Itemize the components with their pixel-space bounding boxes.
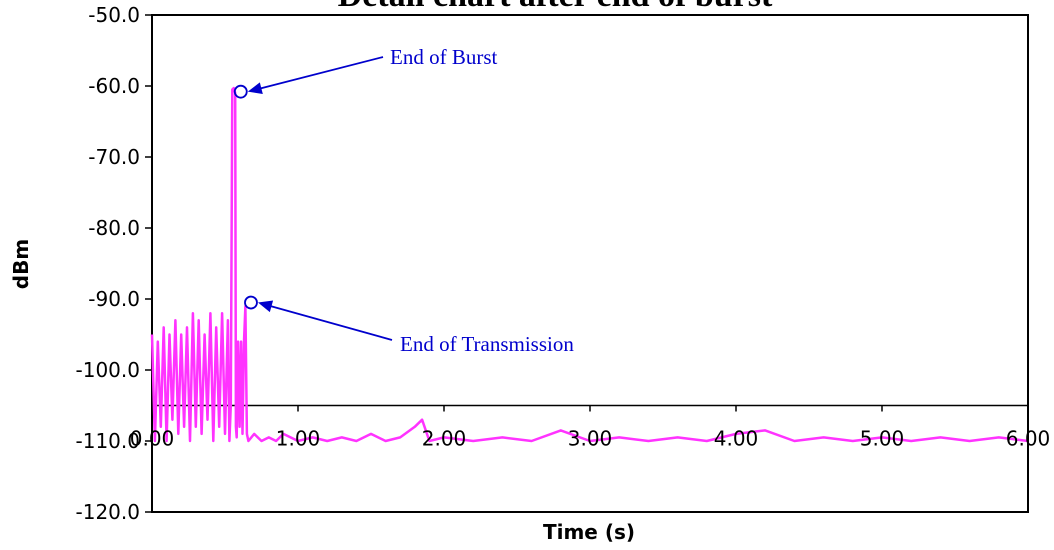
annotation-marker bbox=[244, 295, 258, 310]
x-tick-label: 2.00 bbox=[422, 427, 467, 451]
x-tick-label: 4.00 bbox=[714, 427, 759, 451]
y-axis-ticks: -50.0 -60.0 -70.0 -80.0 -90.0 -100.0 -110.0 -12… bbox=[76, 3, 152, 524]
x-tick-label: 5.00 bbox=[860, 427, 905, 451]
annotation-label: End of Transmission bbox=[400, 332, 574, 356]
annotations: End of Burst End of Transmission bbox=[233, 45, 574, 356]
y-tick-label: -50.0 bbox=[88, 3, 140, 27]
annotation-arrow-line bbox=[267, 304, 393, 341]
y-tick-label: -100.0 bbox=[76, 358, 140, 382]
x-tick-label: 6.00 bbox=[1006, 427, 1051, 451]
x-axis-tick-labels: 0.00 1.00 2.00 3.00 4.00 5.00 6.00 bbox=[130, 427, 1051, 451]
y-tick-label: -90.0 bbox=[88, 287, 140, 311]
y-tick-label: -60.0 bbox=[88, 74, 140, 98]
annotation-marker bbox=[233, 84, 248, 99]
annotation-arrow-line bbox=[257, 56, 384, 90]
x-tick-label: 0.00 bbox=[130, 427, 175, 451]
annotation-label: End of Burst bbox=[390, 45, 497, 69]
annotation-arrowhead bbox=[247, 82, 263, 95]
x-axis bbox=[151, 404, 1029, 412]
y-axis-title: dBm bbox=[9, 239, 33, 289]
y-tick-label: -110.0 bbox=[76, 429, 140, 453]
x-axis-title: Time (s) bbox=[543, 520, 635, 544]
plot-frame bbox=[151, 14, 1029, 513]
x-tick-label: 3.00 bbox=[568, 427, 613, 451]
x-tick-label: 1.00 bbox=[276, 427, 321, 451]
y-tick-label: -80.0 bbox=[88, 216, 140, 240]
y-tick-label: -70.0 bbox=[88, 145, 140, 169]
annotation-arrowhead bbox=[257, 300, 274, 313]
y-tick-label: -120.0 bbox=[76, 500, 140, 524]
chart-title: Detail chart after end of burst bbox=[338, 0, 773, 14]
